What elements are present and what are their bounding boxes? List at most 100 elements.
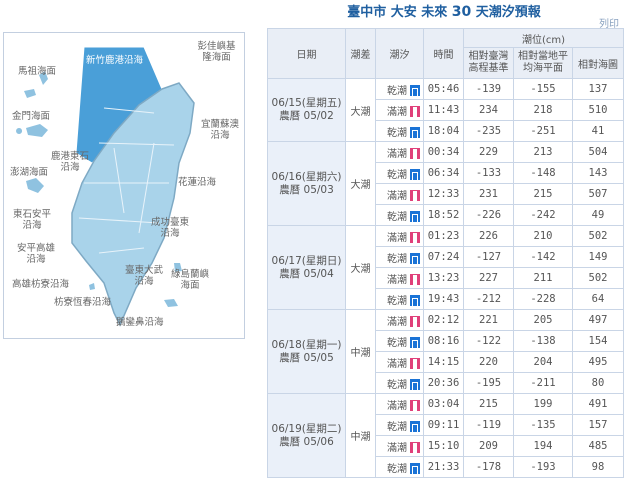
table-row: 乾潮 18:04 -235 -251 41 <box>268 120 624 142</box>
level-c2-cell: 218 <box>513 99 573 121</box>
map-label[interactable]: 成功臺東沿海 <box>150 217 189 239</box>
low-tide-icon <box>410 378 420 390</box>
date-cell: 06/15(星期五) 農曆 05/02 <box>267 78 346 142</box>
map-island-green[interactable] <box>89 263 182 307</box>
level-c2-cell: -138 <box>513 330 573 352</box>
table-row: 滿潮 15:10 209 194 485 <box>268 435 624 457</box>
level-c1-cell: 220 <box>463 351 514 373</box>
tide-type-cell: 乾潮 <box>375 162 424 184</box>
tide-type-cell: 滿潮 <box>375 225 424 247</box>
time-cell: 02:12 <box>423 309 464 331</box>
map-label[interactable]: 新竹鹿港沿海 <box>86 55 144 66</box>
taiwan-map-svg <box>16 46 195 327</box>
header-range: 潮差 <box>345 28 376 79</box>
map-label[interactable]: 鹿港東石沿海 <box>50 151 89 173</box>
map-label[interactable]: 臺東大武沿海 <box>124 265 163 287</box>
level-c3-cell: 41 <box>572 120 624 142</box>
time-cell: 18:52 <box>423 204 464 226</box>
time-cell: 06:34 <box>423 162 464 184</box>
tide-range-cell: 中潮 <box>345 393 376 478</box>
level-c1-cell: 227 <box>463 267 514 289</box>
level-c2-cell: -211 <box>513 372 573 394</box>
level-c2-cell: -135 <box>513 414 573 436</box>
level-c2-cell: -251 <box>513 120 573 142</box>
level-c2-cell: 211 <box>513 267 573 289</box>
table-row: 乾潮 06:34 -133 -148 143 <box>268 162 624 184</box>
map-label[interactable]: 馬祖海面 <box>18 66 57 77</box>
map-label[interactable]: 枋寮恆春沿海 <box>54 297 112 308</box>
header-c3: 相對海圖 <box>572 47 624 79</box>
table-row: 06/15(星期五) 農曆 05/02 大潮 乾潮 05:46 -139 -155 137 <box>267 78 624 142</box>
time-cell: 14:15 <box>423 351 464 373</box>
time-cell: 12:33 <box>423 183 464 205</box>
tide-type-cell: 乾潮 <box>375 204 424 226</box>
date-cell: 06/17(星期日) 農曆 05/04 <box>267 225 346 310</box>
low-tide-icon <box>410 210 420 222</box>
coastal-region-map: 新竹鹿港沿海 彭佳嶼基隆海面 馬祖海面 金門海面 宜蘭蘇澳沿海 鹿港東石沿海 澎… <box>3 32 245 339</box>
time-cell: 21:33 <box>423 456 464 478</box>
level-c2-cell: 194 <box>513 435 573 457</box>
level-c1-cell: -119 <box>463 414 514 436</box>
time-cell: 05:46 <box>423 78 464 100</box>
map-label[interactable]: 安平高雄沿海 <box>16 243 55 265</box>
tide-type-cell: 乾潮 <box>375 120 424 142</box>
low-tide-icon <box>410 294 420 306</box>
high-tide-icon <box>410 441 420 453</box>
table-row: 乾潮 19:43 -212 -228 64 <box>268 288 624 310</box>
map-label[interactable]: 花蓮沿海 <box>178 177 217 188</box>
date-cell: 06/16(星期六) 農曆 05/03 <box>267 141 346 226</box>
map-label[interactable]: 澎湖海面 <box>10 167 49 178</box>
print-link[interactable]: 列印 <box>599 19 619 30</box>
header-tide: 潮汐 <box>375 28 424 79</box>
high-tide-icon <box>410 231 420 243</box>
low-tide-icon <box>410 168 420 180</box>
map-island-kinmen[interactable] <box>16 124 48 137</box>
level-c2-cell: -193 <box>513 456 573 478</box>
map-label[interactable]: 東石安平沿海 <box>12 209 51 231</box>
low-tide-icon <box>410 336 420 348</box>
level-c1-cell: -178 <box>463 456 514 478</box>
level-c1-cell: 215 <box>463 393 514 415</box>
table-row: 乾潮 18:52 -226 -242 49 <box>268 204 624 226</box>
time-cell: 13:23 <box>423 267 464 289</box>
table-row: 06/19(星期二) 農曆 05/06 中潮 滿潮 03:04 215 199 491 <box>267 393 624 478</box>
level-c2-cell: 204 <box>513 351 573 373</box>
table-row: 滿潮 11:43 234 218 510 <box>268 99 624 121</box>
high-tide-icon <box>410 189 420 201</box>
level-c2-cell: -228 <box>513 288 573 310</box>
map-label[interactable]: 金門海面 <box>12 111 51 122</box>
high-tide-icon <box>410 105 420 117</box>
table-row: 乾潮 21:33 -178 -193 98 <box>268 456 624 478</box>
level-c2-cell: -142 <box>513 246 573 268</box>
tide-type-cell: 乾潮 <box>375 288 424 310</box>
level-c1-cell: 231 <box>463 183 514 205</box>
map-label[interactable]: 彭佳嶼基隆海面 <box>197 41 236 63</box>
time-cell: 09:11 <box>423 414 464 436</box>
level-c1-cell: -195 <box>463 372 514 394</box>
low-tide-icon <box>410 420 420 432</box>
tide-type-cell: 乾潮 <box>375 246 424 268</box>
low-tide-icon <box>410 252 420 264</box>
tide-type-cell: 乾潮 <box>375 78 424 100</box>
level-c1-cell: -226 <box>463 204 514 226</box>
map-taiwan-main[interactable] <box>71 82 195 327</box>
map-label[interactable]: 綠島蘭嶼海面 <box>170 269 209 291</box>
time-cell: 11:43 <box>423 99 464 121</box>
level-c3-cell: 504 <box>572 141 624 163</box>
low-tide-icon <box>410 84 420 96</box>
table-row: 06/17(星期日) 農曆 05/04 大潮 滿潮 01:23 226 210 502 <box>267 225 624 310</box>
time-cell: 19:43 <box>423 288 464 310</box>
map-island-penghu[interactable] <box>26 178 44 193</box>
map-label[interactable]: 鵝鑾鼻沿海 <box>116 317 164 328</box>
table-row: 06/16(星期六) 農曆 05/03 大潮 滿潮 00:34 229 213 504 <box>267 141 624 226</box>
level-c1-cell: -122 <box>463 330 514 352</box>
table-row: 乾潮 20:36 -195 -211 80 <box>268 372 624 394</box>
map-label[interactable]: 高雄枋寮沿海 <box>12 279 70 290</box>
date-cell: 06/18(星期一) 農曆 05/05 <box>267 309 346 394</box>
tide-range-cell: 大潮 <box>345 78 376 142</box>
tide-type-cell: 乾潮 <box>375 456 424 478</box>
high-tide-icon <box>410 399 420 411</box>
map-label[interactable]: 宜蘭蘇澳沿海 <box>200 119 239 141</box>
tide-range-cell: 中潮 <box>345 309 376 394</box>
map-island-matsu[interactable] <box>24 71 48 98</box>
